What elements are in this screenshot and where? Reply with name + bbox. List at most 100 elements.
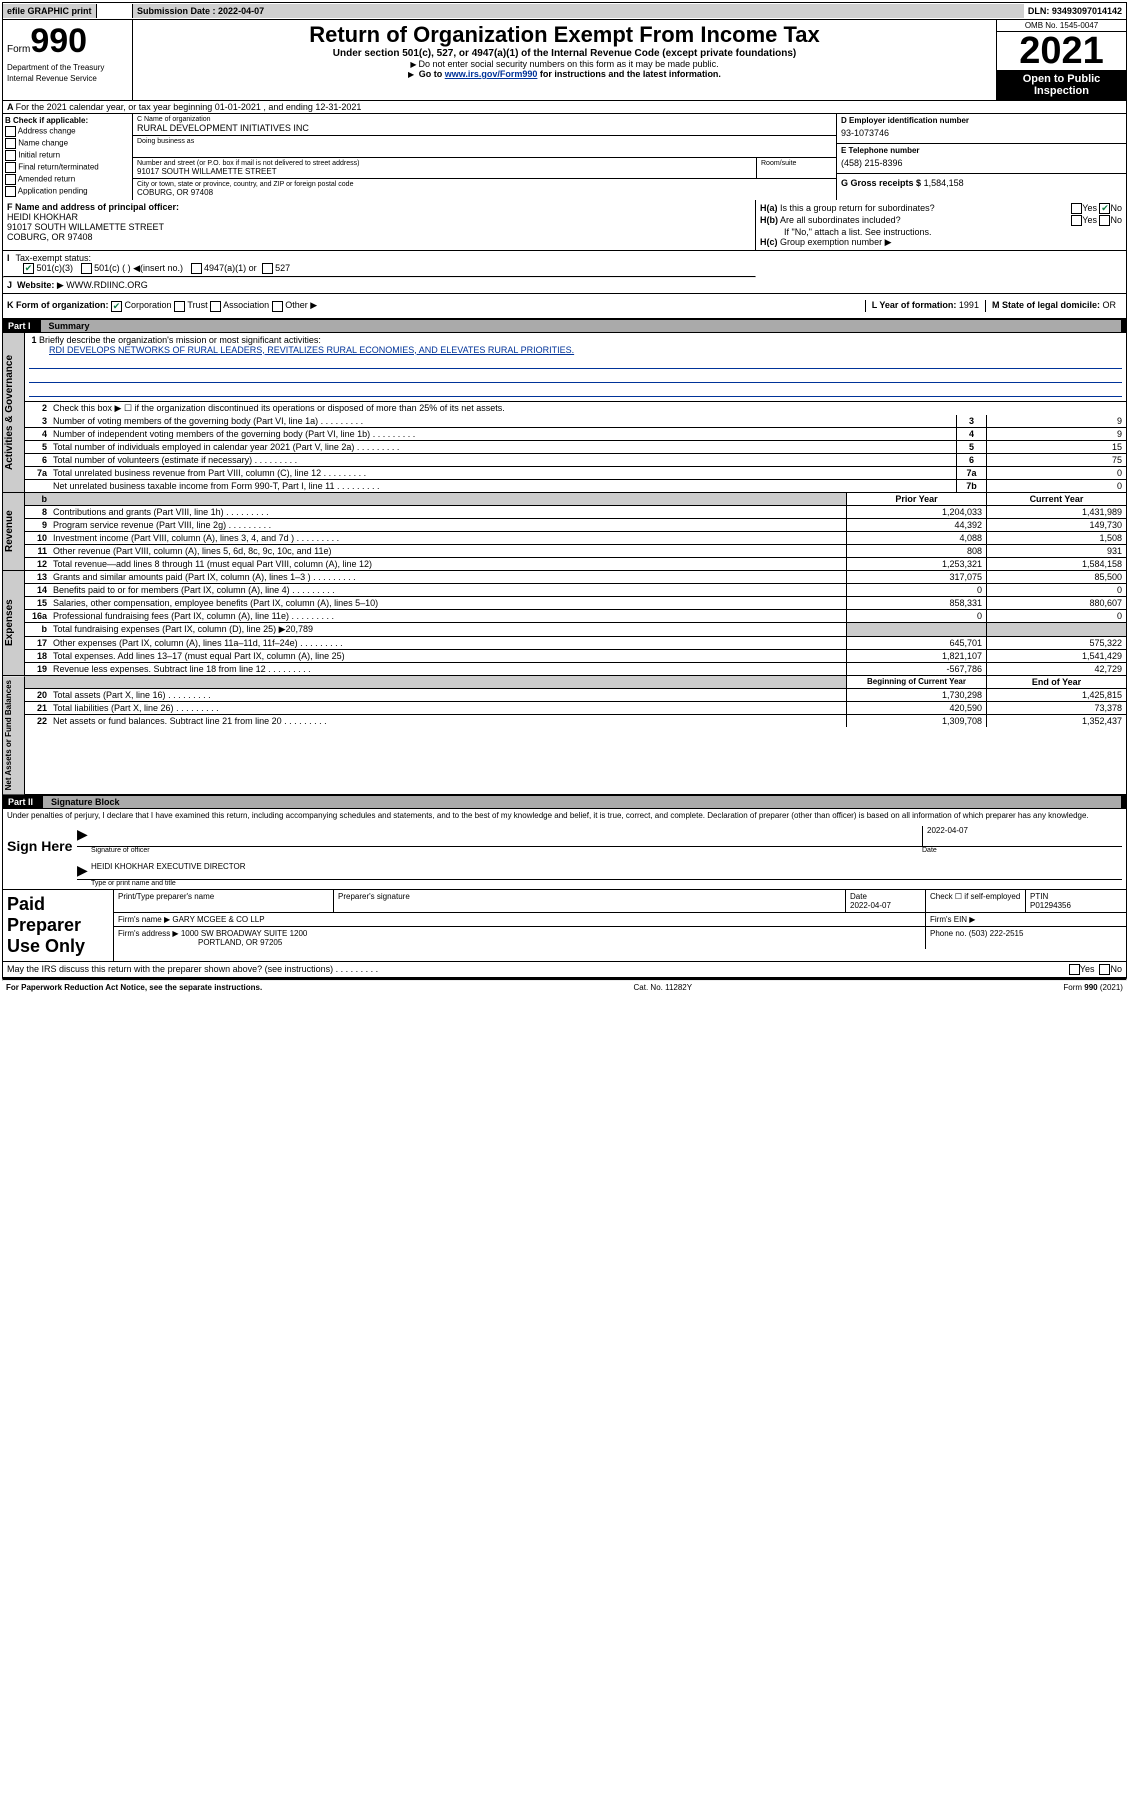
firm-addr: 1000 SW BROADWAY SUITE 1200	[181, 929, 308, 938]
officer-addr2: COBURG, OR 97408	[7, 232, 751, 242]
chk-amended[interactable]: Amended return	[5, 174, 130, 185]
hdr-end: End of Year	[986, 676, 1126, 688]
chk-corp[interactable]	[111, 301, 122, 312]
pra-notice: For Paperwork Reduction Act Notice, see …	[6, 983, 262, 992]
chk-4947[interactable]	[191, 263, 202, 274]
side-governance: Activities & Governance	[3, 333, 25, 492]
street-address: 91017 SOUTH WILLAMETTE STREET	[137, 167, 752, 176]
line15: Salaries, other compensation, employee b…	[51, 597, 846, 609]
p11: 808	[846, 545, 986, 557]
line20: Total assets (Part X, line 16)	[51, 689, 846, 701]
line13: Grants and similar amounts paid (Part IX…	[51, 571, 846, 583]
c9: 149,730	[986, 519, 1126, 531]
line1-label: Briefly describe the organization's miss…	[39, 335, 321, 345]
v5: 15	[986, 441, 1126, 453]
section-b-label: B Check if applicable:	[5, 116, 130, 125]
form-header: Form990 Department of the Treasury Inter…	[2, 20, 1127, 101]
form-title: Return of Organization Exempt From Incom…	[139, 22, 990, 48]
sig-officer-label: Signature of officer	[91, 847, 922, 854]
hdr-current: Current Year	[986, 493, 1126, 505]
irs-link[interactable]: www.irs.gov/Form990	[445, 69, 538, 79]
phone-value: (458) 215-8396	[841, 155, 1122, 171]
chk-name-change[interactable]: Name change	[5, 138, 130, 149]
side-netassets: Net Assets or Fund Balances	[3, 676, 25, 794]
firm-addr-label: Firm's address ▶	[118, 929, 179, 938]
m-label: M State of legal domicile:	[992, 300, 1100, 310]
prep-phone: (503) 222-2515	[969, 929, 1024, 938]
org-name: RURAL DEVELOPMENT INITIATIVES INC	[137, 123, 832, 133]
ha-no[interactable]	[1099, 203, 1110, 214]
firm-name: GARY MCGEE & CO LLP	[172, 915, 264, 924]
p16a: 0	[846, 610, 986, 622]
tax-exempt-label: Tax-exempt status:	[16, 253, 92, 263]
hb-no[interactable]	[1099, 215, 1110, 226]
p14: 0	[846, 584, 986, 596]
city-state-zip: COBURG, OR 97408	[137, 188, 832, 197]
line21: Total liabilities (Part X, line 26)	[51, 702, 846, 714]
chk-app-pending[interactable]: Application pending	[5, 186, 130, 197]
line22: Net assets or fund balances. Subtract li…	[51, 715, 846, 727]
ssn-note: Do not enter social security numbers on …	[139, 59, 990, 69]
c10: 1,508	[986, 532, 1126, 544]
line16a: Professional fundraising fees (Part IX, …	[51, 610, 846, 622]
line6: Total number of volunteers (estimate if …	[51, 454, 956, 466]
p10: 4,088	[846, 532, 986, 544]
p20: 1,730,298	[846, 689, 986, 701]
firm-name-label: Firm's name ▶	[118, 915, 170, 924]
chk-trust[interactable]	[174, 301, 185, 312]
p12: 1,253,321	[846, 558, 986, 570]
line18: Total expenses. Add lines 13–17 (must eq…	[51, 650, 846, 662]
p22: 1,309,708	[846, 715, 986, 727]
discuss-no[interactable]	[1099, 964, 1110, 975]
p15: 858,331	[846, 597, 986, 609]
signature-block: Under penalties of perjury, I declare th…	[2, 809, 1127, 890]
ptin-value: P01294356	[1030, 901, 1071, 910]
officer-name: HEIDI KHOKHAR	[7, 212, 751, 222]
prep-date-label: Date	[850, 892, 867, 901]
city-label: City or town, state or province, country…	[137, 181, 832, 188]
side-revenue: Revenue	[3, 493, 25, 570]
c18: 1,541,429	[986, 650, 1126, 662]
officer-addr1: 91017 SOUTH WILLAMETTE STREET	[7, 222, 751, 232]
chk-527[interactable]	[262, 263, 273, 274]
chk-initial-return[interactable]: Initial return	[5, 150, 130, 161]
gross-receipts-label: G Gross receipts $	[841, 178, 921, 188]
website-value: WWW.RDIINC.ORG	[66, 280, 148, 290]
firm-city: PORTLAND, OR 97205	[118, 938, 282, 947]
chk-501c[interactable]	[81, 263, 92, 274]
chk-address-change[interactable]: Address change	[5, 126, 130, 137]
tax-period: A For the 2021 calendar year, or tax yea…	[2, 101, 1127, 114]
ha-yes[interactable]	[1071, 203, 1082, 214]
hb-yes[interactable]	[1071, 215, 1082, 226]
line19: Revenue less expenses. Subtract line 18 …	[51, 663, 846, 675]
room-label: Room/suite	[761, 160, 832, 167]
prep-phone-label: Phone no.	[930, 929, 966, 938]
v4: 9	[986, 428, 1126, 440]
page-footer: For Paperwork Reduction Act Notice, see …	[2, 981, 1127, 994]
chk-final-return[interactable]: Final return/terminated	[5, 162, 130, 173]
ptin-label: PTIN	[1030, 892, 1048, 901]
chk-assoc[interactable]	[210, 301, 221, 312]
street-label: Number and street (or P.O. box if mail i…	[137, 160, 752, 167]
hdr-begin: Beginning of Current Year	[846, 676, 986, 688]
k-label: K Form of organization:	[7, 300, 109, 310]
p9: 44,392	[846, 519, 986, 531]
line3: Number of voting members of the governin…	[51, 415, 956, 427]
hdr-prior: Prior Year	[846, 493, 986, 505]
org-name-label: C Name of organization	[137, 116, 832, 123]
chk-other[interactable]	[272, 301, 283, 312]
sign-here-label: Sign Here	[7, 826, 77, 887]
l-value: 1991	[959, 300, 979, 310]
discuss-yes[interactable]	[1069, 964, 1080, 975]
part2-header: Part II Signature Block	[2, 795, 1127, 809]
chk-501c3[interactable]	[23, 263, 34, 274]
prep-name-label: Print/Type preparer's name	[114, 890, 334, 912]
sig-arrow-icon: ▶	[77, 826, 91, 846]
irs-label: Internal Revenue Service	[7, 74, 128, 83]
declaration: Under penalties of perjury, I declare th…	[7, 811, 1122, 820]
officer-label: F Name and address of principal officer:	[7, 202, 751, 212]
c13: 85,500	[986, 571, 1126, 583]
officer-printed: HEIDI KHOKHAR EXECUTIVE DIRECTOR	[91, 862, 1122, 879]
line7a: Total unrelated business revenue from Pa…	[51, 467, 956, 479]
line16b: Total fundraising expenses (Part IX, col…	[51, 623, 846, 636]
